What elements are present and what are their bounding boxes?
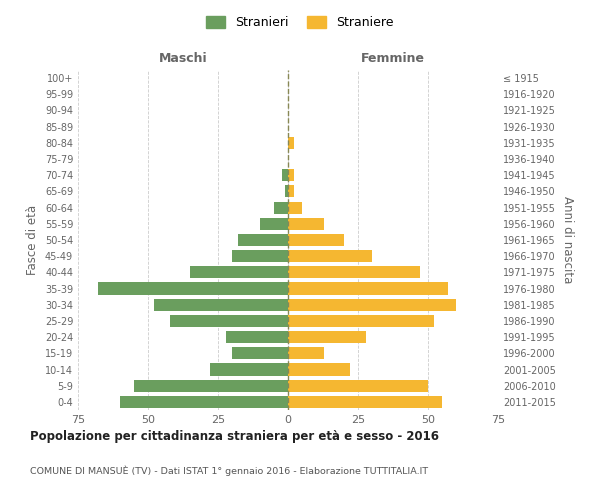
Bar (288, 298, 456, 311)
Bar (288, 348, 325, 360)
Bar (232, 250, 288, 262)
Bar (134, 380, 288, 392)
Bar (288, 266, 419, 278)
Bar (288, 186, 293, 198)
Bar (260, 218, 288, 230)
Bar (288, 380, 428, 392)
Bar (288, 169, 293, 181)
Bar (226, 331, 288, 343)
Bar (274, 202, 288, 213)
Bar (288, 250, 372, 262)
Bar (98, 282, 288, 294)
Bar (170, 315, 288, 327)
Y-axis label: Fasce di età: Fasce di età (26, 205, 39, 275)
Bar (120, 396, 288, 408)
Bar (209, 364, 288, 376)
Bar (190, 266, 288, 278)
Bar (288, 137, 293, 149)
Bar (288, 202, 302, 213)
Text: COMUNE DI MANSUÈ (TV) - Dati ISTAT 1° gennaio 2016 - Elaborazione TUTTITALIA.IT: COMUNE DI MANSUÈ (TV) - Dati ISTAT 1° ge… (30, 465, 428, 475)
Bar (288, 331, 367, 343)
Text: Maschi: Maschi (158, 52, 208, 65)
Bar (154, 298, 288, 311)
Bar (283, 169, 288, 181)
Bar (232, 348, 288, 360)
Text: Popolazione per cittadinanza straniera per età e sesso - 2016: Popolazione per cittadinanza straniera p… (30, 430, 439, 443)
Bar (288, 282, 448, 294)
Bar (288, 315, 434, 327)
Legend: Stranieri, Straniere: Stranieri, Straniere (202, 11, 398, 34)
Bar (288, 218, 325, 230)
Text: Femmine: Femmine (361, 52, 425, 65)
Bar (288, 234, 344, 246)
Bar (285, 186, 288, 198)
Bar (288, 396, 442, 408)
Y-axis label: Anni di nascita: Anni di nascita (561, 196, 574, 284)
Bar (238, 234, 288, 246)
Bar (288, 364, 350, 376)
